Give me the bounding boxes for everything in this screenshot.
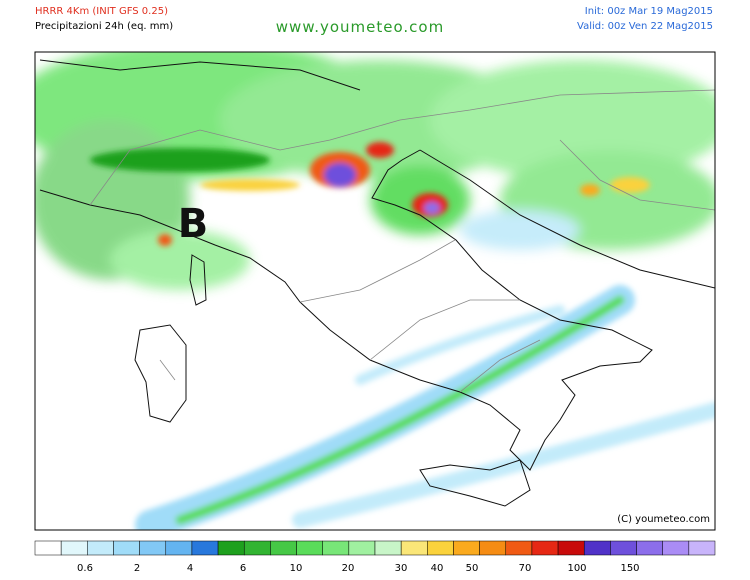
legend-swatch (243, 540, 271, 556)
legend-label: 100 (567, 563, 586, 574)
legend-swatch (400, 540, 428, 556)
pressure-label: B (178, 201, 209, 247)
legend-swatch (505, 540, 533, 556)
legend-label: 40 (431, 563, 444, 574)
valid-time: Valid: 00z Ven 22 Mag2015 (577, 21, 713, 32)
legend-swatch (296, 540, 323, 556)
legend-label: 6 (240, 563, 246, 574)
legend-swatch (688, 540, 716, 556)
legend-label: 10 (290, 563, 303, 574)
legend-label: 50 (466, 563, 479, 574)
site-url: www.youmeteo.com (276, 18, 444, 36)
legend-swatch (217, 540, 245, 556)
legend-swatch (191, 540, 219, 556)
legend-swatch (60, 540, 88, 556)
model-title: HRRR 4Km (INIT GFS 0.25) (35, 6, 168, 17)
product-title: Precipitazioni 24h (eq. mm) (35, 21, 173, 32)
legend-swatch (87, 540, 114, 556)
legend-label: 4 (187, 563, 193, 574)
legend-swatch (557, 540, 585, 556)
legend-swatch (636, 540, 663, 556)
legend-swatch (531, 540, 559, 556)
legend-label: 70 (519, 563, 532, 574)
legend-swatch (165, 540, 193, 556)
copyright: (C) youmeteo.com (617, 514, 710, 525)
legend-swatch (479, 540, 507, 556)
legend-label: 30 (395, 563, 408, 574)
legend-swatch (662, 540, 690, 556)
legend-swatch (139, 540, 167, 556)
legend-swatch (34, 540, 62, 556)
legend-swatch (322, 540, 350, 556)
map: B (C) youmeteo.com (35, 52, 715, 530)
legend-swatch (374, 540, 402, 556)
legend-label: 0.6 (77, 563, 93, 574)
legend-swatch (348, 540, 376, 556)
legend-label: 20 (342, 563, 355, 574)
legend-label: 2 (134, 563, 140, 574)
color-legend: 0.6 2 4 6 10 20 30 40 50 70 100 150 (34, 540, 716, 574)
init-time: Init: 00z Mar 19 Mag2015 (585, 6, 713, 17)
map-frame (34, 51, 716, 531)
legend-swatch (113, 540, 140, 556)
legend-swatch (583, 540, 611, 556)
legend-swatch (610, 540, 637, 556)
legend-swatch (427, 540, 454, 556)
legend-label: 150 (620, 563, 639, 574)
legend-swatch (453, 540, 480, 556)
legend-swatch (270, 540, 297, 556)
